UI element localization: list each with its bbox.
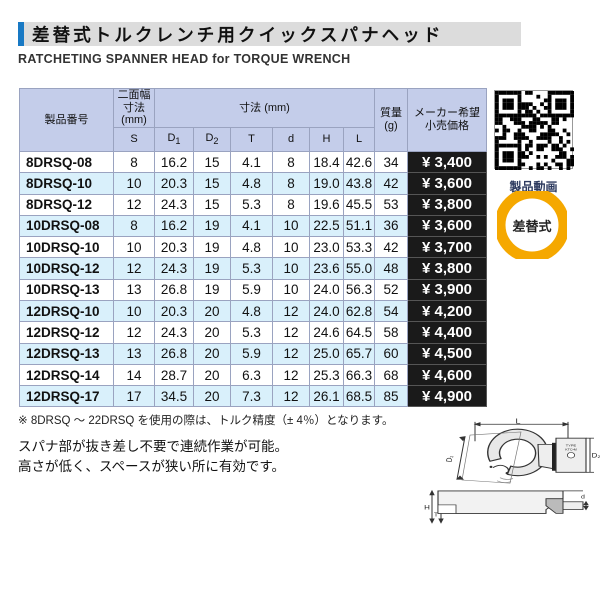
svg-text:TYPE: TYPE xyxy=(566,444,577,447)
svg-text:D₂: D₂ xyxy=(592,452,600,459)
svg-text:H: H xyxy=(424,504,430,511)
svg-text:KTC•M: KTC•M xyxy=(565,448,577,451)
svg-text:d: d xyxy=(581,494,585,500)
svg-text:L: L xyxy=(515,418,521,425)
svg-text:D₁: D₁ xyxy=(445,455,455,463)
